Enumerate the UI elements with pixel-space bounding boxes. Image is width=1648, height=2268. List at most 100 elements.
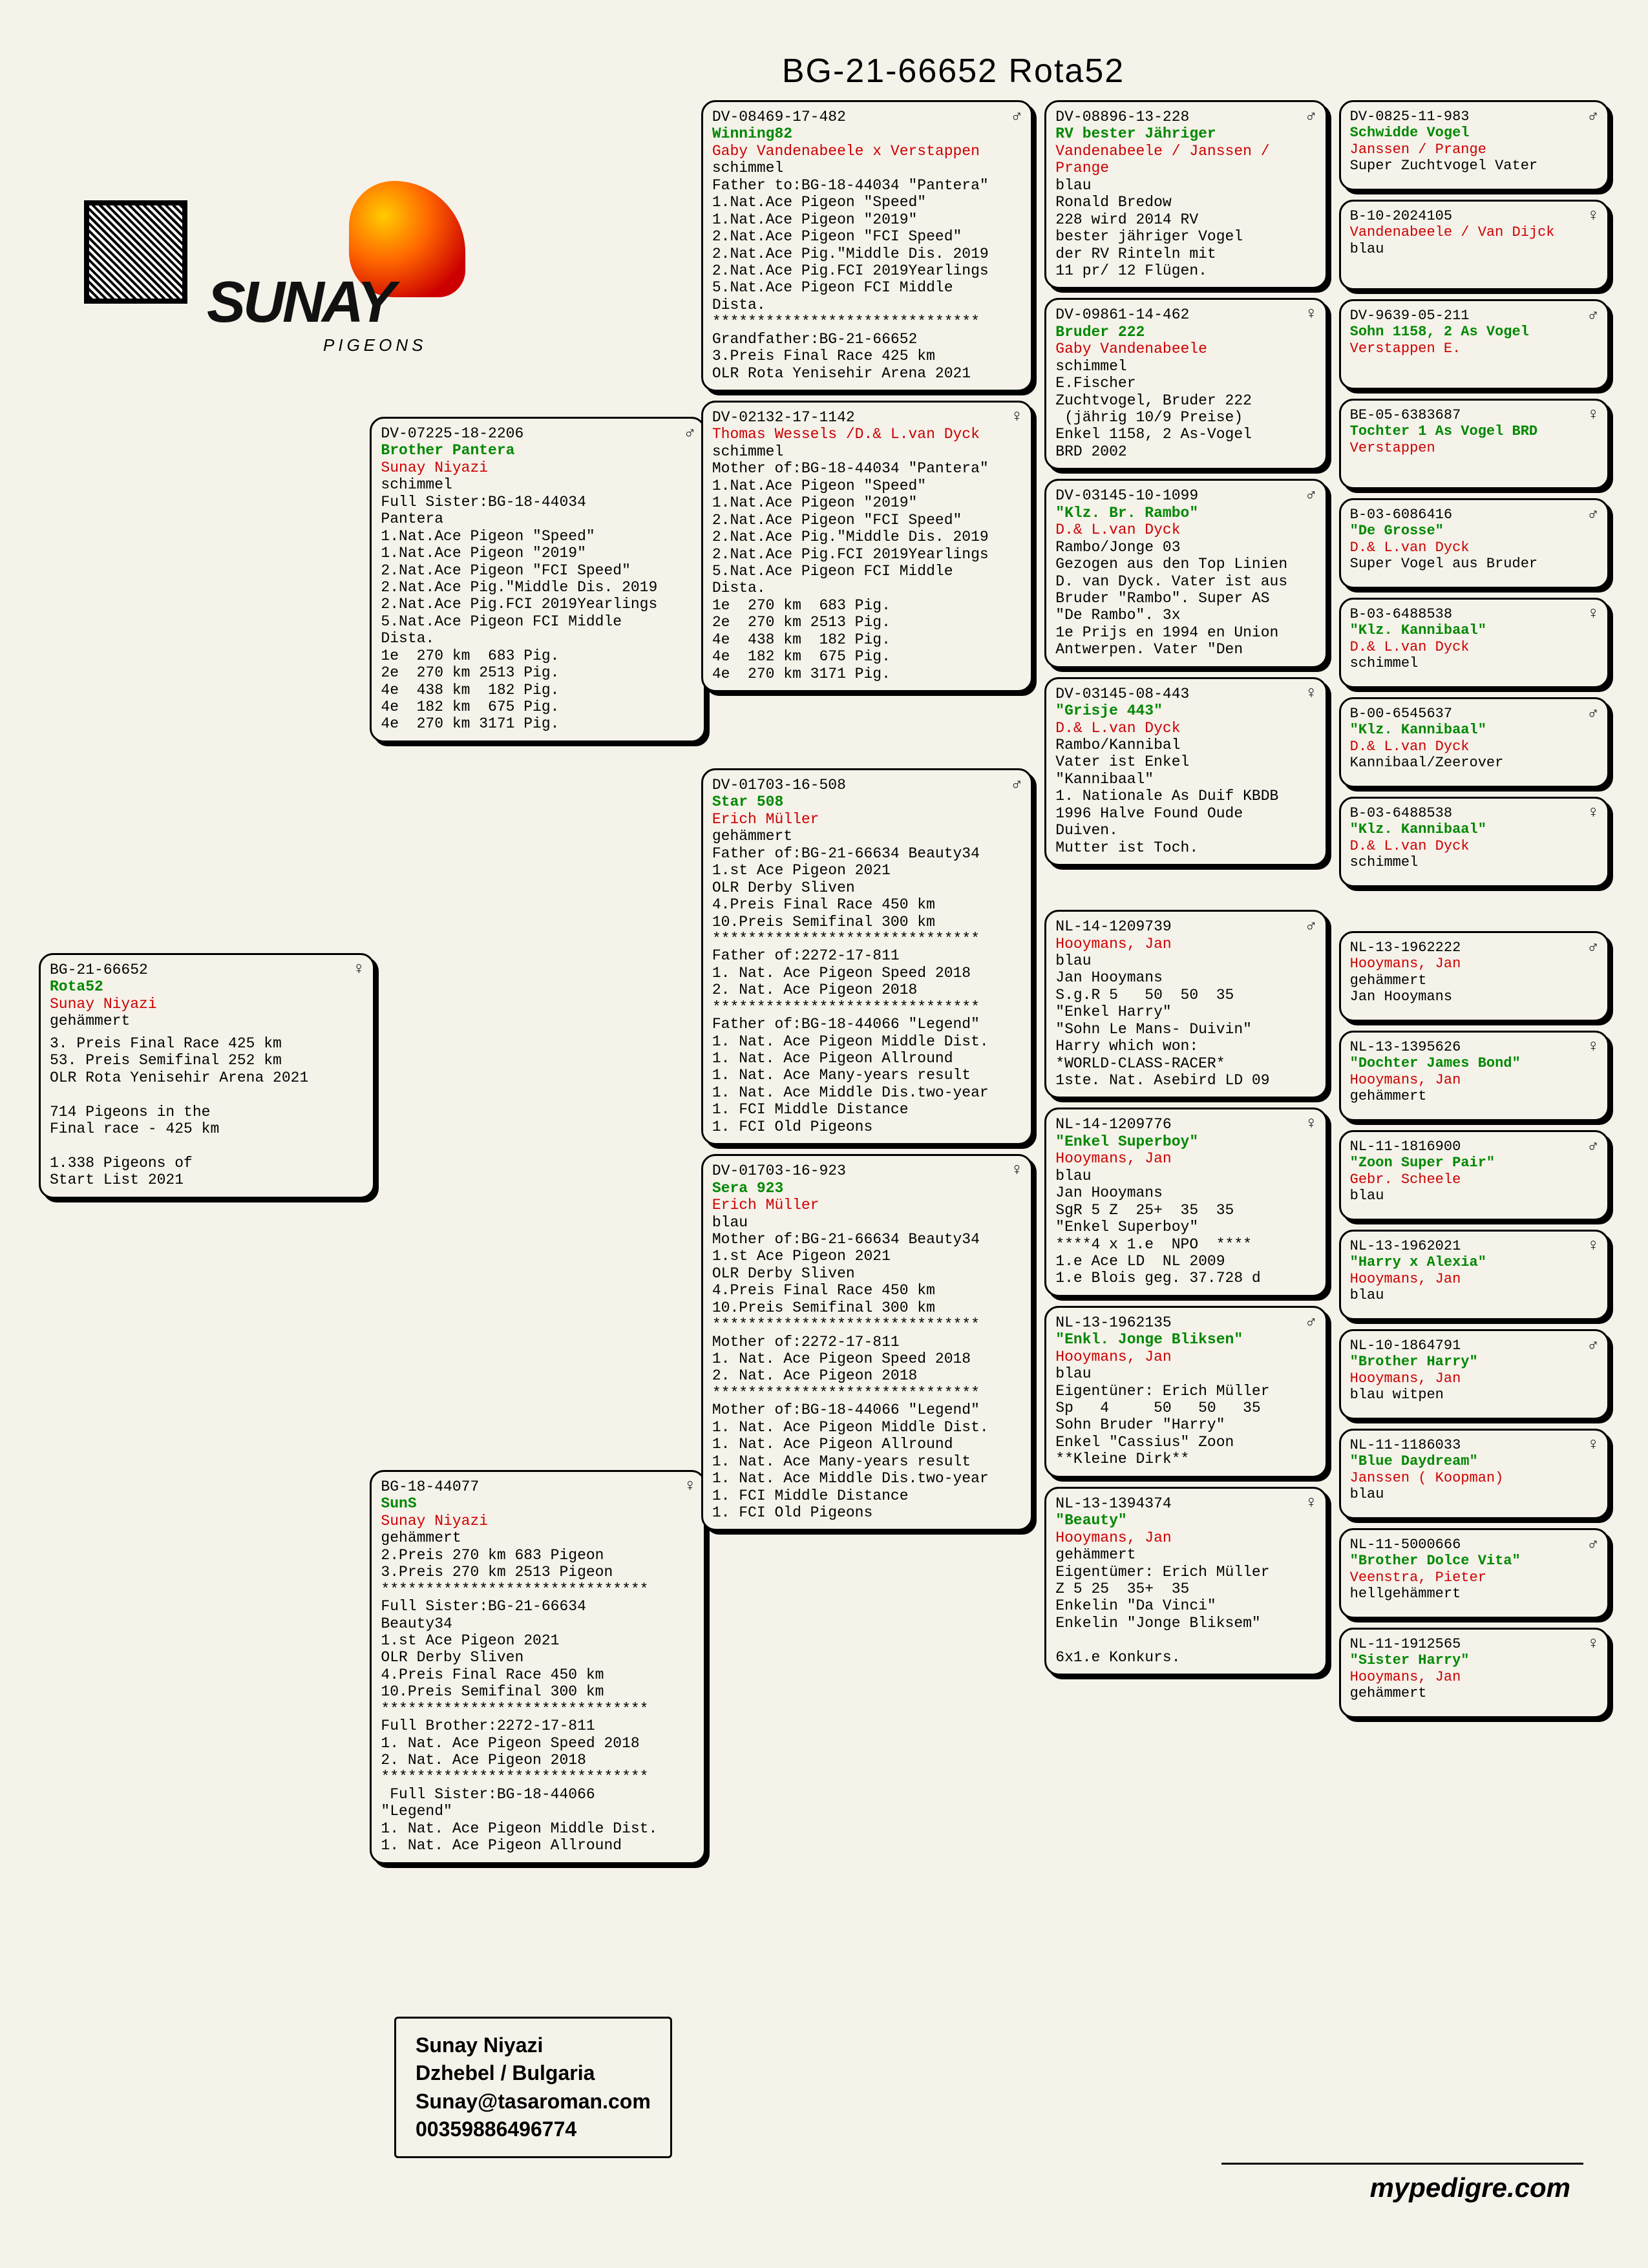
- color: schimmel: [712, 160, 1022, 176]
- pedigree-box: B-10-2024105♀Vandenabeele / Van Dijckbla…: [1339, 200, 1609, 290]
- ring: NL-14-1209739: [1055, 918, 1316, 935]
- footer-brand: mypedigre.com: [1370, 2172, 1570, 2203]
- sex-icon: ♀: [1306, 1494, 1316, 1513]
- ring: NL-13-1962222: [1350, 940, 1598, 956]
- owner: Thomas Wessels /D.& L.van Dyck: [712, 426, 1022, 443]
- pedigree-box: DV-01703-16-923♀Sera 923Erich Müllerblau…: [701, 1154, 1033, 1531]
- color: blau: [1055, 1168, 1316, 1184]
- ring: NL-13-1962135: [1055, 1314, 1316, 1331]
- pedigree-box: DV-01703-16-508♂Star 508Erich Müllergehä…: [701, 768, 1033, 1145]
- owner: Hooymans, Jan: [1055, 1529, 1316, 1546]
- ring: DV-08469-17-482: [712, 109, 1022, 125]
- pedigree-subject: BG-21-66652 ♀ Rota52 Sunay Niyazi gehämm…: [39, 953, 375, 1199]
- pedigree-box: DV-02132-17-1142♀Thomas Wessels /D.& L.v…: [701, 401, 1033, 692]
- bird-name: Rota52: [50, 978, 364, 995]
- owner: Sunay Niyazi: [381, 459, 695, 476]
- owner: Gaby Vandenabeele x Verstappen: [712, 143, 1022, 160]
- owner: Gaby Vandenabeele: [1055, 341, 1316, 357]
- pedigree-box: B-00-6545637♂"Klz. Kannibaal"D.& L.van D…: [1339, 697, 1609, 788]
- sex-icon: ♀: [1306, 305, 1316, 324]
- owner: Veenstra, Pieter: [1350, 1570, 1598, 1586]
- ring: NL-11-1186033: [1350, 1437, 1598, 1453]
- bird-name: "Enkel Superboy": [1055, 1133, 1316, 1150]
- body: Father of:BG-21-66634 Beauty34 1.st Ace …: [712, 845, 1022, 1135]
- color: schimmel: [712, 443, 1022, 460]
- owner: Sunay Niyazi: [50, 996, 364, 1013]
- ring: BG-18-44077: [381, 1478, 695, 1495]
- body: schimmel: [1350, 655, 1598, 671]
- body: Super Vogel aus Bruder: [1350, 556, 1598, 572]
- owner: Hooymans, Jan: [1350, 956, 1598, 972]
- contact-city: Dzhebel / Bulgaria: [416, 2059, 651, 2087]
- owner: D.& L.van Dyck: [1055, 521, 1316, 538]
- col-gen4: DV-0825-11-983♂Schwidde VogelJanssen / P…: [1339, 100, 1609, 1718]
- body: schimmel: [1350, 854, 1598, 870]
- sex-icon: ♂: [1306, 107, 1316, 127]
- sex-icon: ♂: [1306, 917, 1316, 936]
- sex-icon: ♀: [1588, 1436, 1598, 1455]
- pedigree-box: NL-10-1864791♂"Brother Harry"Hooymans, J…: [1339, 1329, 1609, 1420]
- bird-name: "Grisje 443": [1055, 702, 1316, 719]
- pedigree-box: DV-03145-10-1099♂"Klz. Br. Rambo"D.& L.v…: [1044, 479, 1327, 667]
- pedigree-box: B-03-6086416♂"De Grosse"D.& L.van DyckSu…: [1339, 498, 1609, 589]
- sex-icon: ♂: [1012, 775, 1022, 795]
- ring: NL-11-1912565: [1350, 1636, 1598, 1652]
- ring: NL-10-1864791: [1350, 1338, 1598, 1354]
- body: Super Zuchtvogel Vater: [1350, 158, 1598, 174]
- pedigree-box: DV-09861-14-462♀Bruder 222Gaby Vandenabe…: [1044, 298, 1327, 470]
- sex-icon: ♀: [354, 960, 364, 980]
- sex-icon: ♂: [1306, 486, 1316, 505]
- body: Rambo/Kannibal Vater ist Enkel "Kannibaa…: [1055, 737, 1316, 856]
- ring: DV-02132-17-1142: [712, 409, 1022, 426]
- ring: DV-9639-05-211: [1350, 308, 1598, 324]
- sex-icon: ♀: [1012, 1161, 1022, 1181]
- body: hellgehämmert: [1350, 1586, 1598, 1602]
- ring: B-03-6488538: [1350, 606, 1598, 622]
- ring: B-10-2024105: [1350, 208, 1598, 224]
- color: gehämmert: [381, 1529, 695, 1546]
- ring: NL-13-1395626: [1350, 1039, 1598, 1055]
- bird-name: "Harry x Alexia": [1350, 1254, 1598, 1270]
- sex-icon: ♂: [1012, 107, 1022, 127]
- col-gen0: BG-21-66652 ♀ Rota52 Sunay Niyazi gehämm…: [39, 100, 358, 1718]
- bird-name: "Brother Harry": [1350, 1354, 1598, 1370]
- bird-name: "Klz. Kannibaal": [1350, 622, 1598, 638]
- color: schimmel: [1055, 358, 1316, 375]
- body: Full Sister:BG-18-44034 Pantera 1.Nat.Ac…: [381, 494, 695, 733]
- sex-icon: ♀: [1588, 1635, 1598, 1654]
- bird-name: "Sister Harry": [1350, 1652, 1598, 1668]
- contact-email: Sunay@tasaroman.com: [416, 2088, 651, 2116]
- bird-name: Sohn 1158, 2 As Vogel: [1350, 324, 1598, 340]
- body: gehämmert Jan Hooymans: [1350, 972, 1598, 1005]
- body: blau: [1350, 1486, 1598, 1502]
- body: 3. Preis Final Race 425 km 53. Preis Sem…: [50, 1035, 364, 1189]
- ring: DV-03145-08-443: [1055, 686, 1316, 702]
- ring: BG-21-66652: [50, 961, 364, 978]
- owner: Hooymans, Jan: [1055, 936, 1316, 952]
- bird-name: RV bester Jähriger: [1055, 125, 1316, 142]
- owner: Erich Müller: [712, 811, 1022, 828]
- pedigree-box: DV-03145-08-443♀"Grisje 443"D.& L.van Dy…: [1044, 677, 1327, 866]
- pedigree-box: NL-13-1962222♂Hooymans, Jangehämmert Jan…: [1339, 931, 1609, 1022]
- bird-name: "Beauty": [1055, 1512, 1316, 1529]
- color: blau: [712, 1214, 1022, 1231]
- color: blau: [1055, 952, 1316, 969]
- sex-icon: ♂: [1306, 1313, 1316, 1332]
- bird-name: Brother Pantera: [381, 442, 695, 459]
- owner: Hooymans, Jan: [1350, 1370, 1598, 1387]
- body: Mother of:BG-18-44034 "Pantera" 1.Nat.Ac…: [712, 460, 1022, 682]
- sex-icon: ♂: [685, 424, 695, 443]
- owner: D.& L.van Dyck: [1350, 838, 1598, 854]
- owner: Vandenabeele / Janssen / Prange: [1055, 143, 1316, 177]
- bird-name: "Klz. Br. Rambo": [1055, 505, 1316, 521]
- sex-icon: ♀: [1588, 1237, 1598, 1256]
- pedigree-sire: DV-07225-18-2206 ♂ Brother Pantera Sunay…: [370, 417, 706, 742]
- sex-icon: ♀: [1588, 406, 1598, 425]
- body: Rambo/Jonge 03 Gezogen aus den Top Linie…: [1055, 539, 1316, 658]
- ring: NL-13-1962021: [1350, 1238, 1598, 1254]
- ring: B-03-6488538: [1350, 805, 1598, 821]
- sex-icon: ♂: [1588, 938, 1598, 958]
- owner: Gebr. Scheele: [1350, 1171, 1598, 1188]
- pedigree-dam: BG-18-44077 ♀ SunS Sunay Niyazi gehämmer…: [370, 1470, 706, 1864]
- color: gehämmert: [712, 828, 1022, 845]
